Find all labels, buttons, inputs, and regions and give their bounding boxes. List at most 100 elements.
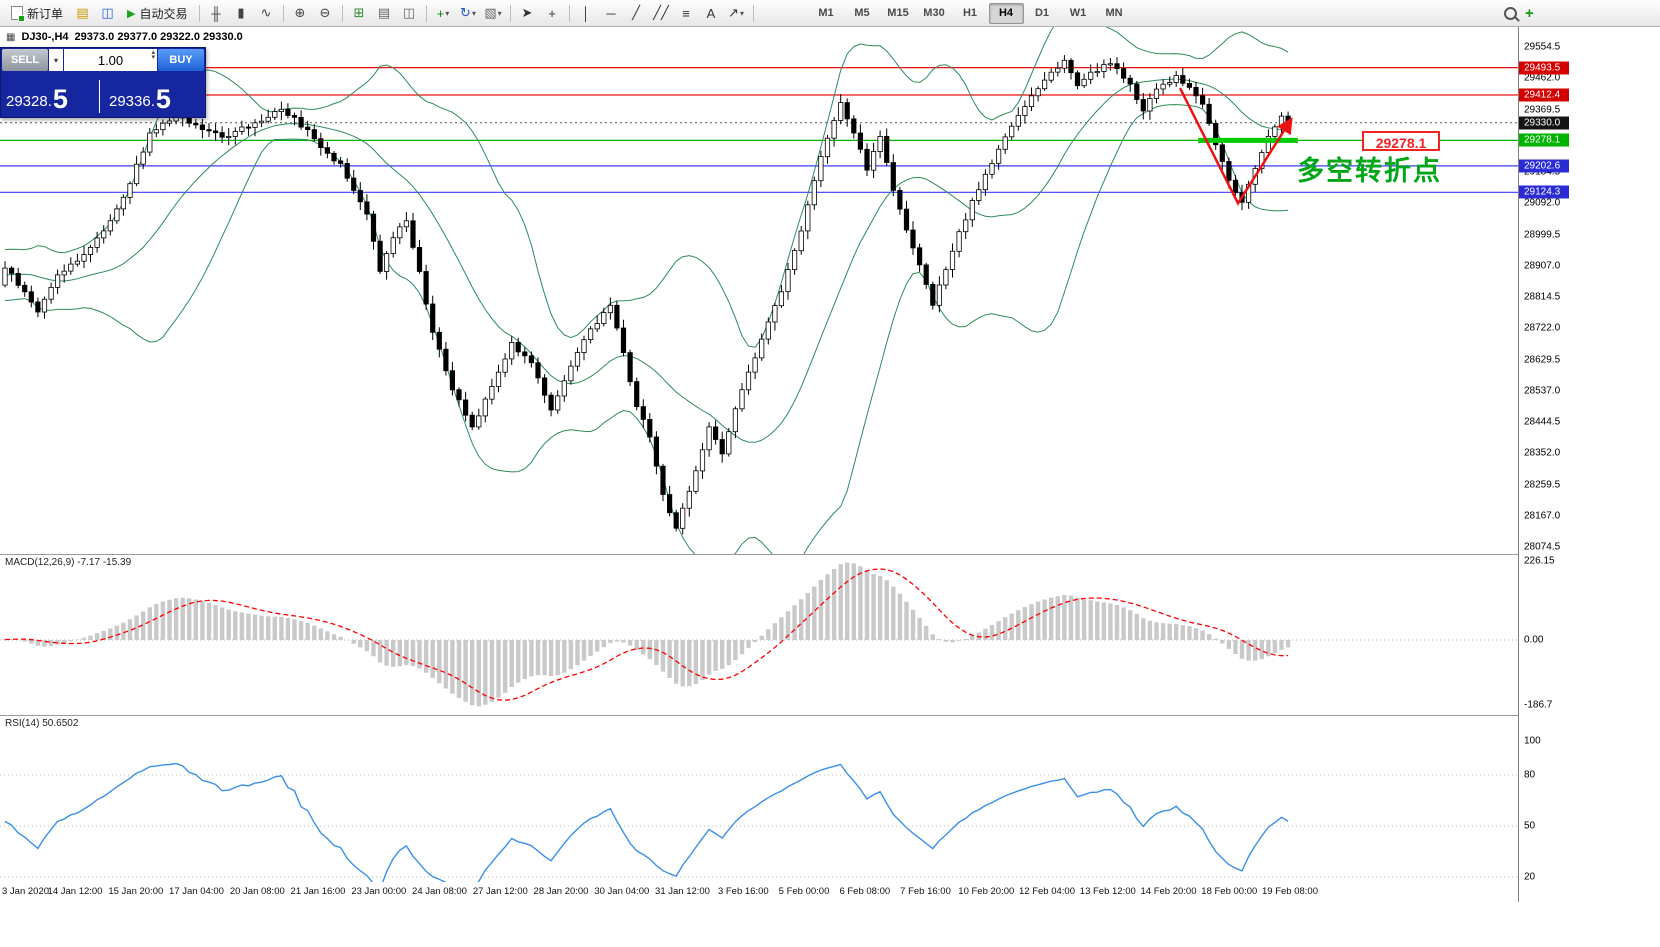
zoom-out-button[interactable]: ⊖ (314, 3, 337, 23)
timeframe-h1[interactable]: H1 (962, 7, 978, 19)
spinner-up-icon[interactable]: ▴ (151, 49, 155, 56)
panel-divider-rsi[interactable] (0, 715, 1568, 716)
buy-price[interactable]: 29336. 5 (102, 86, 200, 113)
cursor-button[interactable]: ➤ (516, 3, 539, 23)
timeframe-w1[interactable]: W1 (1069, 7, 1087, 19)
current-price-tag[interactable]: 29330.0 (1519, 116, 1569, 130)
support-price-tag-green[interactable]: 29278.1 (1519, 133, 1569, 147)
resistance-price-tag-2[interactable]: 29412.4 (1519, 88, 1569, 102)
arrows-icon: ↗ (728, 5, 739, 20)
ohlc-bars-icon: ╫ (211, 5, 221, 21)
zoom-out-icon: ⊖ (319, 5, 331, 20)
timeframe-m5[interactable]: M5 (854, 7, 870, 19)
toolbar-separator (198, 4, 200, 22)
price-chart-canvas[interactable] (0, 27, 1518, 554)
time-label: 27 Jan 12:00 (472, 886, 528, 897)
macd-canvas[interactable] (0, 554, 1518, 715)
price-tick: 29554.5 (1524, 41, 1561, 53)
time-label: 14 Feb 20:00 (1140, 886, 1197, 897)
cascade-windows-button[interactable]: ▤ (373, 3, 396, 23)
vertical-line-button[interactable]: │ (575, 3, 598, 23)
rsi-tick: 50 (1524, 820, 1536, 832)
autotrading-button[interactable]: ▶ 自动交易 (121, 3, 193, 24)
support-price-tag-blue-1[interactable]: 29202.6 (1519, 159, 1569, 173)
text-button[interactable]: A (700, 3, 723, 23)
timeframe-m15[interactable]: M15 (887, 7, 909, 19)
candlestick-button[interactable]: ▮ (230, 3, 253, 23)
charts-window-button[interactable]: ▤ (71, 3, 94, 23)
price-tick: 28999.5 (1524, 229, 1561, 240)
panel-divider-macd[interactable] (0, 554, 1568, 555)
tile-windows-button[interactable]: ⊞ (348, 3, 371, 23)
rsi-label: RSI(14) 50.6502 (5, 718, 79, 729)
time-label: 13 Feb 12:00 (1079, 886, 1136, 897)
price-annotation-box[interactable]: 29278.1 (1362, 131, 1440, 151)
trendline-button[interactable]: ╱ (625, 3, 648, 23)
toolbar-separator (282, 4, 284, 22)
add-indicator-button[interactable]: + ▾ (432, 3, 455, 23)
timeframe-mn[interactable]: MN (1105, 7, 1123, 19)
time-label: 12 Feb 04:00 (1019, 886, 1075, 897)
search-icon[interactable] (1504, 6, 1517, 20)
toolbar-separator (425, 4, 427, 22)
support-price-tag-blue-2[interactable]: 29124.3 (1519, 185, 1569, 199)
volume-input[interactable]: 1.00 ▴ ▾ (64, 49, 157, 71)
dropdown-caret-icon: ▾ (471, 8, 476, 18)
arrange-windows-icon: ◫ (402, 5, 416, 20)
price-axis[interactable]: 29554.529462.029369.529277.029184.529092… (1518, 27, 1569, 902)
timeframe-h4[interactable]: H4 (988, 2, 1024, 24)
rsi-canvas[interactable] (0, 715, 1518, 882)
market-watch-icon: ◫ (101, 5, 114, 20)
timeframe-m1[interactable]: M1 (818, 7, 834, 19)
price-tick: 29369.5 (1524, 104, 1561, 115)
time-label: 3 Jan 2020 (2, 886, 50, 897)
market-watch-button[interactable]: ◫ (96, 3, 119, 23)
cursor-icon: ➤ (521, 5, 533, 20)
autotrading-play-icon: ▶ (127, 7, 136, 20)
channel-button[interactable]: ╱╱ (650, 3, 673, 23)
volume-spinner[interactable]: ▴ ▾ (151, 49, 155, 61)
macd-panel[interactable]: MACD(12,26,9) -7.17 -15.39 (0, 554, 1518, 715)
toolbar: 新订单 ▤ ◫ ▶ 自动交易 ╫ ▮ ∿ ⊕ ⊖ ⊞ ▤ ◫ + ▾ ↻ ▾ ▧ ▾ ➤ + │ ─ ╱ ╱╱ ≡ A ↗ ▾ M1 M5 M… (0, 0, 1660, 27)
buy-button[interactable]: BUY (158, 49, 204, 71)
rsi-panel[interactable]: RSI(14) 50.6502 (0, 715, 1518, 882)
new-order-icon (11, 6, 25, 22)
resistance-price-tag-1[interactable]: 29493.5 (1519, 61, 1569, 75)
channel-icon: ╱╱ (653, 5, 669, 20)
arrange-windows-button[interactable]: ◫ (398, 3, 421, 23)
add-symbol-icon[interactable]: + (1525, 4, 1534, 22)
time-label: 15 Jan 20:00 (108, 886, 164, 897)
line-chart-button[interactable]: ∿ (255, 3, 278, 23)
periodicity-button[interactable]: ↻ ▾ (457, 3, 480, 23)
macd-tick: -186.7 (1524, 699, 1553, 711)
macd-tick: 226.15 (1524, 555, 1555, 567)
toolbar-separator (509, 4, 511, 22)
horizontal-line-button[interactable]: ─ (600, 3, 623, 23)
timeframe-m30[interactable]: M30 (923, 7, 945, 19)
time-axis[interactable]: 3 Jan 2020 14 Jan 12:00 15 Jan 20:00 17 Jan… (0, 882, 1568, 902)
text-icon: A (706, 5, 716, 21)
time-label: 21 Jan 16:00 (290, 886, 346, 897)
fibonacci-button[interactable]: ≡ (675, 3, 698, 23)
main-chart[interactable]: ▦ DJ30-,H4 29373.0 29377.0 29322.0 29330… (0, 27, 1518, 554)
dropdown-caret-icon: ▾ (445, 8, 450, 18)
spinner-down-icon[interactable]: ▾ (151, 54, 155, 61)
price-tick: 29462.0 (1524, 72, 1561, 84)
sell-button[interactable]: SELL (2, 49, 48, 71)
arrows-button[interactable]: ↗ ▾ (725, 3, 748, 23)
toolbar-separator (568, 4, 570, 22)
price-tick: 28629.5 (1524, 354, 1561, 365)
timeframe-d1[interactable]: D1 (1034, 7, 1050, 19)
time-label: 5 Feb 00:00 (778, 886, 830, 897)
crosshair-button[interactable]: + (541, 3, 564, 23)
rsi-tick: 100 (1524, 735, 1541, 747)
price-tick: 28259.5 (1524, 479, 1561, 490)
ohlc-bars-button[interactable]: ╫ (205, 3, 228, 23)
buy-price-main: 29336. (109, 93, 155, 110)
sell-price[interactable]: 29328. 5 (6, 86, 97, 113)
volume-value: 1.00 (97, 52, 124, 68)
zoom-in-button[interactable]: ⊕ (289, 3, 312, 23)
templates-button[interactable]: ▧ ▾ (482, 3, 505, 23)
new-order-button[interactable]: 新订单 (5, 3, 69, 24)
lot-dropdown-button[interactable]: ▾ (49, 49, 63, 71)
